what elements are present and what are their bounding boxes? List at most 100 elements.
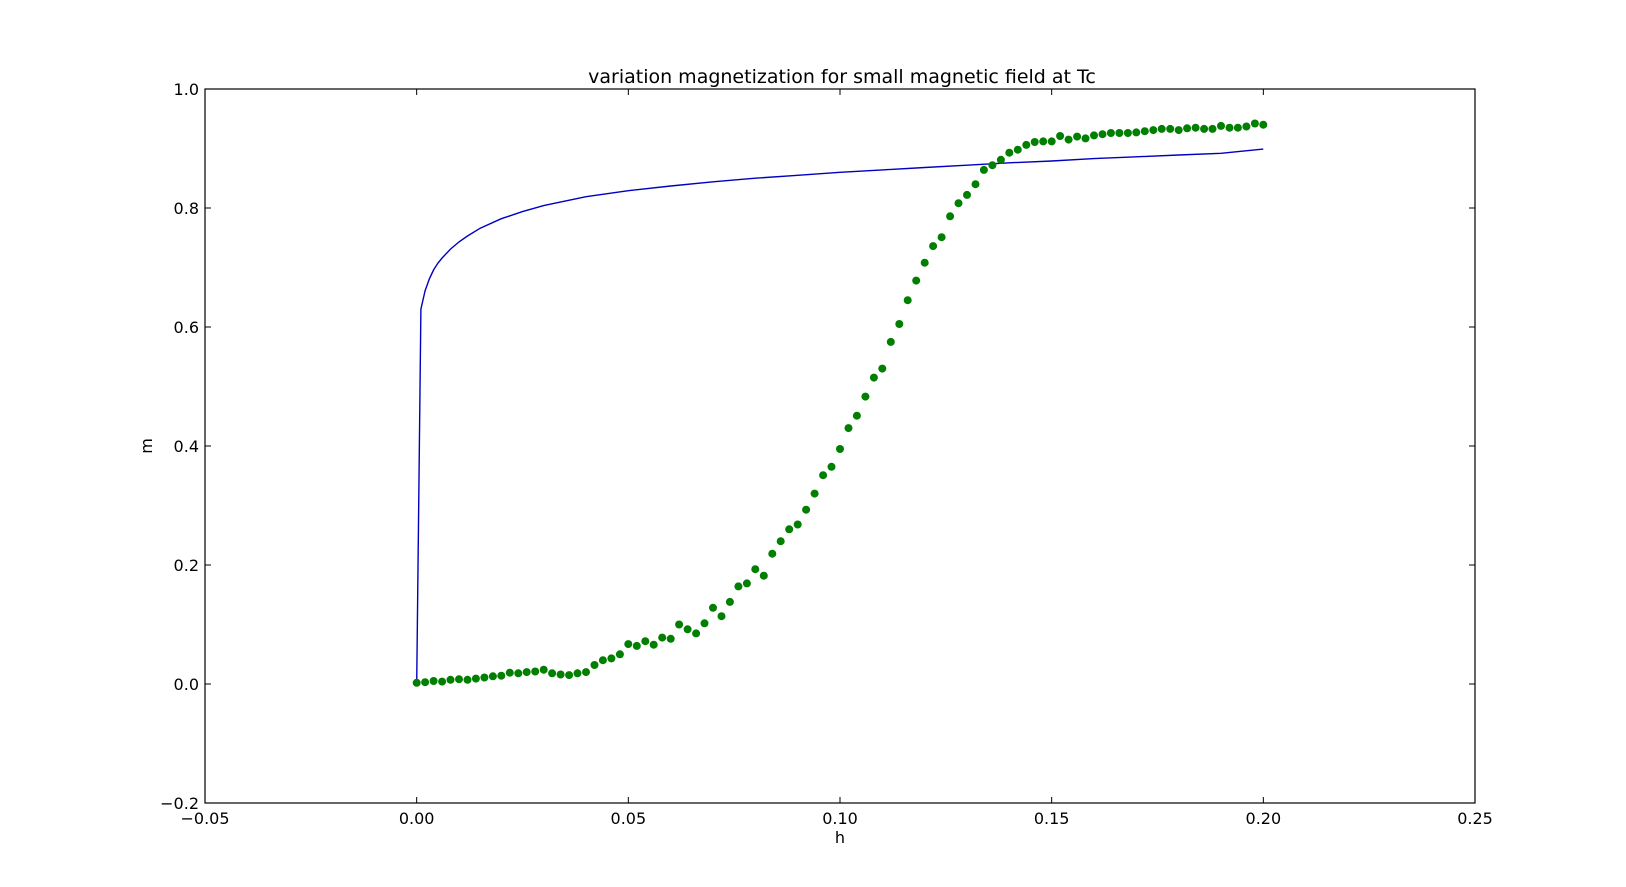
data-point (497, 671, 506, 680)
data-point (582, 668, 590, 677)
data-point (471, 674, 480, 683)
plot-area (412, 119, 1268, 687)
data-point (1191, 123, 1200, 132)
data-point (1132, 128, 1141, 137)
y-tick-label: 0.8 (174, 199, 199, 218)
data-point (1123, 129, 1132, 137)
data-point (1200, 124, 1209, 133)
data-point (1183, 124, 1192, 133)
data-point (539, 665, 548, 674)
data-point (531, 667, 540, 676)
data-point (793, 520, 802, 529)
data-point (1174, 126, 1183, 135)
data-point (607, 654, 616, 663)
x-tick-label: 0.15 (1034, 809, 1070, 828)
data-point (734, 582, 743, 591)
data-point (869, 373, 878, 382)
data-point (768, 549, 777, 558)
x-tick-label: 0.10 (822, 809, 858, 828)
x-axis-label: h (835, 828, 845, 847)
data-point (573, 669, 582, 678)
data-point (920, 258, 929, 267)
data-point (929, 242, 938, 251)
data-point (658, 633, 667, 642)
data-point (548, 669, 557, 678)
data-point (1149, 126, 1158, 135)
data-point (1073, 132, 1082, 141)
x-tick-label: −0.05 (180, 809, 229, 828)
data-point (971, 180, 980, 189)
data-point (1157, 124, 1166, 133)
x-tick-label: 0.00 (399, 809, 435, 828)
data-point (455, 675, 463, 684)
data-point (1022, 140, 1031, 149)
data-point (988, 161, 997, 170)
data-point (810, 489, 819, 498)
data-point (1242, 122, 1251, 131)
data-point (742, 579, 751, 588)
data-point (522, 668, 531, 677)
data-point (886, 337, 895, 346)
data-point (675, 620, 684, 629)
data-point (1013, 145, 1022, 154)
data-point (776, 537, 785, 546)
data-point (1106, 129, 1115, 137)
data-point (937, 233, 946, 242)
data-point (819, 471, 828, 480)
x-tick-label: 0.20 (1246, 809, 1282, 828)
data-point (1166, 124, 1175, 133)
data-point (852, 411, 861, 420)
data-point (421, 678, 430, 687)
x-tick-label: 0.05 (611, 809, 647, 828)
data-point (1115, 129, 1124, 137)
data-point (412, 678, 421, 687)
data-point (1208, 124, 1217, 133)
y-tick-label: 1.0 (174, 80, 199, 99)
data-point (709, 603, 717, 612)
scatter-series (412, 119, 1268, 687)
data-point (1140, 127, 1149, 136)
data-point (1098, 130, 1107, 139)
data-point (963, 190, 971, 199)
data-point (946, 212, 955, 221)
data-point (1090, 131, 1098, 140)
data-point (624, 640, 633, 649)
y-tick-label: 0.6 (174, 318, 199, 337)
data-point (514, 669, 523, 678)
data-point (996, 155, 1005, 164)
data-point (692, 629, 701, 638)
data-point (954, 199, 963, 208)
data-point (488, 672, 497, 681)
data-point (751, 565, 760, 574)
data-point (700, 619, 709, 628)
data-point (446, 675, 455, 684)
data-point (903, 296, 912, 305)
data-point (641, 637, 650, 646)
data-point (683, 625, 692, 634)
data-point (1217, 121, 1225, 130)
data-point (1233, 123, 1242, 132)
data-point (979, 165, 988, 174)
data-point (1250, 119, 1259, 128)
data-point (505, 668, 514, 677)
data-point (632, 641, 641, 650)
data-point (785, 525, 794, 534)
data-point (895, 320, 904, 328)
data-point (878, 364, 887, 373)
data-point (438, 677, 447, 686)
data-point (1030, 138, 1039, 146)
data-point (717, 612, 726, 621)
series-line (416, 148, 1264, 685)
data-point (759, 571, 768, 580)
data-point (1081, 134, 1090, 143)
data-point (725, 597, 734, 606)
data-point (615, 650, 624, 659)
data-point (649, 640, 658, 649)
axis-ticks: −0.05 0.00 0.05 0.10 0.15 0.20 0.25 −0.2 0.0 0.2 0… (160, 80, 1493, 828)
data-point (429, 677, 438, 685)
data-point (1064, 135, 1073, 144)
data-point (463, 675, 472, 684)
y-axis-label: m (137, 438, 156, 454)
data-point (1056, 132, 1065, 140)
